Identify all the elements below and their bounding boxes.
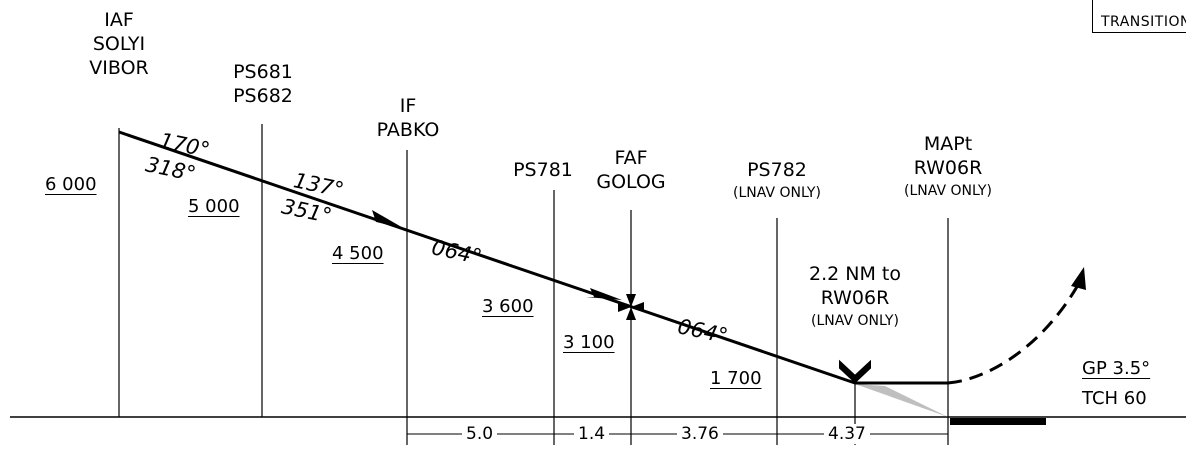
vdp-line-2: RW06R — [820, 287, 890, 309]
altitude-iaf: 6 000 — [45, 174, 97, 195]
distance-ps781-faf: 1.4 — [574, 424, 610, 444]
faf-type: FAF — [614, 147, 648, 169]
if-name: PABKO — [376, 119, 440, 141]
ps781-name: PS781 — [513, 159, 573, 181]
iaf-name-2: VIBOR — [89, 57, 149, 79]
ps681-name: PS681 — [233, 61, 293, 83]
arrowhead-faf — [586, 288, 622, 300]
mapt-note: (LNAV ONLY) — [904, 183, 992, 199]
ps682-name: PS682 — [233, 85, 293, 107]
faf-cross-icon — [618, 294, 644, 320]
mapt-name: RW06R — [913, 157, 983, 179]
mapt-label: MAPt RW06R (LNAV ONLY) — [883, 132, 1013, 202]
threshold-crossing-height: TCH 60 — [1082, 388, 1147, 409]
distance-faf-ps782: 3.76 — [677, 424, 723, 444]
iaf-label: IAF SOLYI VIBOR — [74, 8, 164, 80]
iaf-type: IAF — [104, 9, 134, 31]
arrowhead-if — [368, 210, 405, 229]
faf-label: FAF GOLOG — [586, 146, 676, 194]
ps782-name: PS782 — [747, 159, 807, 181]
descent-path — [118, 130, 856, 385]
vdp-chevron-icon — [839, 359, 871, 384]
ps781-label: PS781 — [498, 158, 588, 182]
if-label: IF PABKO — [360, 94, 456, 142]
ps681-label: PS681 PS682 — [215, 60, 311, 108]
mapt-type: MAPt — [923, 133, 973, 155]
altitude-if: 4 500 — [332, 243, 384, 264]
missed-approach-arrow-icon — [1071, 267, 1086, 290]
iaf-name-1: SOLYI — [92, 33, 146, 55]
if-type: IF — [399, 95, 417, 117]
altitude-ps782: 1 700 — [710, 368, 762, 389]
faf-name: GOLOG — [596, 171, 666, 193]
distance-if-ps781: 5.0 — [462, 424, 498, 444]
visual-segment — [855, 384, 948, 417]
vdp-label: 2.2 NM to RW06R (LNAV ONLY) — [790, 262, 920, 332]
vdp-line-1: 2.2 NM to — [809, 263, 901, 285]
altitude-faf: 3 100 — [563, 332, 615, 353]
runway — [950, 418, 1046, 425]
vdp-note: (LNAV ONLY) — [811, 313, 899, 329]
altitude-ps781: 3 600 — [482, 296, 534, 317]
ps782-label: PS782 (LNAV ONLY) — [712, 158, 842, 204]
glidepath-angle: GP 3.5° — [1082, 358, 1151, 379]
ps782-note: (LNAV ONLY) — [733, 185, 821, 201]
distance-ps782-mapt: 4.37 — [824, 424, 870, 444]
transition-level-box: TRANSITION LVL FL 140 — [1092, 0, 1186, 33]
altitude-ps681: 5 000 — [188, 196, 240, 217]
missed-approach-path — [947, 284, 1080, 385]
